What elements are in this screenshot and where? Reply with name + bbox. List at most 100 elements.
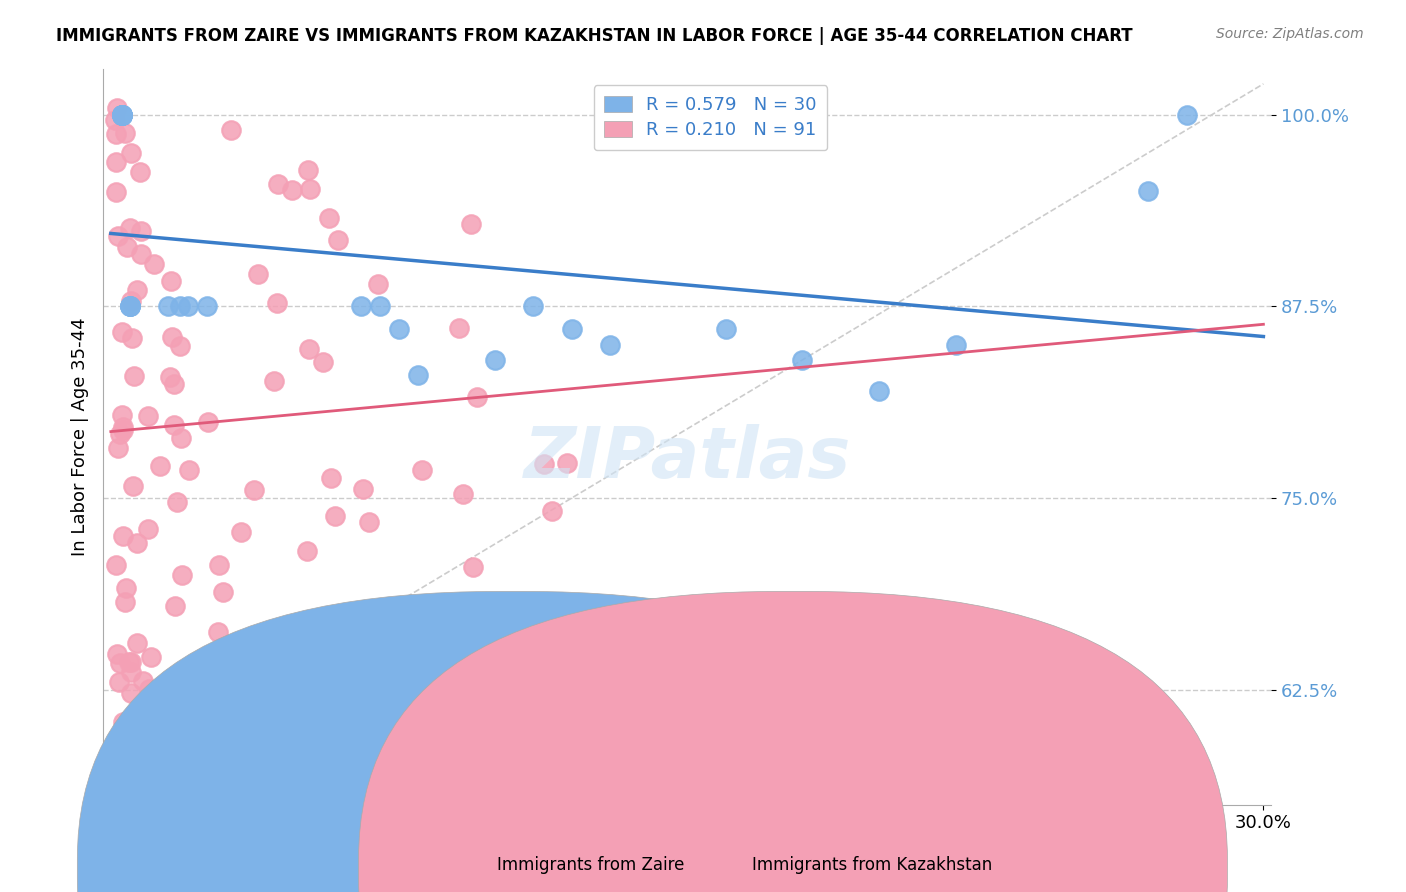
Point bbox=[160, 330, 183, 344]
Point bbox=[107, 441, 129, 455]
Point bbox=[207, 558, 229, 572]
Point bbox=[104, 154, 127, 169]
Point bbox=[561, 322, 583, 336]
Point bbox=[212, 585, 235, 599]
Point bbox=[326, 233, 349, 247]
Text: IMMIGRANTS FROM ZAIRE VS IMMIGRANTS FROM KAZAKHSTAN IN LABOR FORCE | AGE 35-44 C: IMMIGRANTS FROM ZAIRE VS IMMIGRANTS FROM… bbox=[56, 27, 1133, 45]
Text: Immigrants from Zaire: Immigrants from Zaire bbox=[496, 856, 685, 874]
Point bbox=[118, 299, 141, 313]
Point bbox=[714, 322, 737, 336]
Point bbox=[522, 299, 544, 313]
Point bbox=[243, 483, 266, 497]
Point bbox=[406, 368, 429, 383]
Point bbox=[104, 558, 127, 572]
Point bbox=[312, 355, 335, 369]
Point bbox=[460, 217, 482, 231]
Point bbox=[163, 376, 186, 391]
Point bbox=[263, 375, 285, 389]
Point bbox=[136, 409, 159, 423]
Point bbox=[349, 299, 371, 313]
Point bbox=[297, 163, 319, 178]
Point bbox=[792, 352, 814, 367]
Point bbox=[484, 352, 506, 367]
Point bbox=[118, 299, 141, 313]
Point bbox=[179, 463, 201, 477]
Point bbox=[115, 240, 138, 254]
Text: ZIPatlas: ZIPatlas bbox=[523, 425, 851, 493]
Point bbox=[120, 220, 142, 235]
Point bbox=[541, 504, 564, 518]
Point bbox=[111, 107, 134, 121]
Point bbox=[159, 274, 181, 288]
Point bbox=[359, 516, 381, 530]
Point bbox=[149, 458, 172, 473]
Point bbox=[207, 624, 229, 639]
Point bbox=[367, 277, 389, 291]
Point bbox=[533, 458, 555, 472]
Point bbox=[125, 536, 148, 550]
Point bbox=[114, 595, 136, 609]
Point bbox=[298, 343, 321, 357]
Point bbox=[110, 325, 132, 339]
Point bbox=[121, 655, 143, 669]
Legend: R = 0.579   N = 30, R = 0.210   N = 91: R = 0.579 N = 30, R = 0.210 N = 91 bbox=[593, 85, 827, 151]
Point bbox=[281, 183, 304, 197]
Point bbox=[318, 211, 340, 225]
Point bbox=[120, 750, 142, 764]
Point bbox=[1175, 107, 1198, 121]
Point bbox=[169, 299, 191, 313]
Point bbox=[197, 415, 219, 429]
Point bbox=[298, 182, 321, 196]
Point bbox=[868, 384, 890, 398]
Point bbox=[132, 673, 155, 688]
Point bbox=[107, 228, 129, 243]
Point bbox=[104, 112, 127, 127]
Point bbox=[139, 649, 162, 664]
Point bbox=[111, 714, 134, 729]
Point bbox=[945, 337, 967, 351]
Point bbox=[157, 299, 180, 313]
Point bbox=[599, 337, 621, 351]
Point bbox=[111, 529, 134, 543]
Point bbox=[368, 299, 391, 313]
Text: Immigrants from Kazakhstan: Immigrants from Kazakhstan bbox=[752, 856, 991, 874]
Point bbox=[461, 560, 484, 574]
Point bbox=[111, 107, 134, 121]
Point bbox=[163, 675, 186, 690]
Point bbox=[323, 509, 346, 524]
Point bbox=[118, 299, 141, 313]
Point bbox=[105, 647, 128, 661]
Point bbox=[121, 330, 143, 344]
Point bbox=[112, 424, 135, 438]
Point bbox=[111, 107, 134, 121]
Point bbox=[120, 686, 142, 700]
Y-axis label: In Labor Force | Age 35-44: In Labor Force | Age 35-44 bbox=[72, 318, 89, 556]
Point bbox=[111, 107, 134, 121]
Point bbox=[352, 482, 374, 496]
Point bbox=[129, 224, 152, 238]
Point bbox=[120, 146, 142, 161]
Point bbox=[120, 665, 142, 679]
Point bbox=[118, 655, 141, 669]
Point bbox=[1137, 184, 1160, 198]
Point bbox=[449, 321, 471, 335]
Point bbox=[465, 390, 488, 404]
Point bbox=[111, 420, 134, 434]
Point bbox=[266, 295, 288, 310]
Point bbox=[229, 525, 252, 540]
Point bbox=[124, 369, 146, 384]
Point bbox=[267, 177, 290, 191]
Text: Source: ZipAtlas.com: Source: ZipAtlas.com bbox=[1216, 27, 1364, 41]
Point bbox=[120, 293, 142, 308]
Point bbox=[163, 418, 186, 433]
Point bbox=[118, 299, 141, 313]
Point bbox=[125, 284, 148, 298]
Point bbox=[114, 126, 136, 140]
Point bbox=[108, 656, 131, 670]
Point bbox=[247, 267, 270, 281]
Point bbox=[159, 370, 181, 384]
Point bbox=[111, 107, 134, 121]
Point bbox=[129, 165, 152, 179]
Point bbox=[111, 107, 134, 121]
Point bbox=[105, 128, 128, 142]
